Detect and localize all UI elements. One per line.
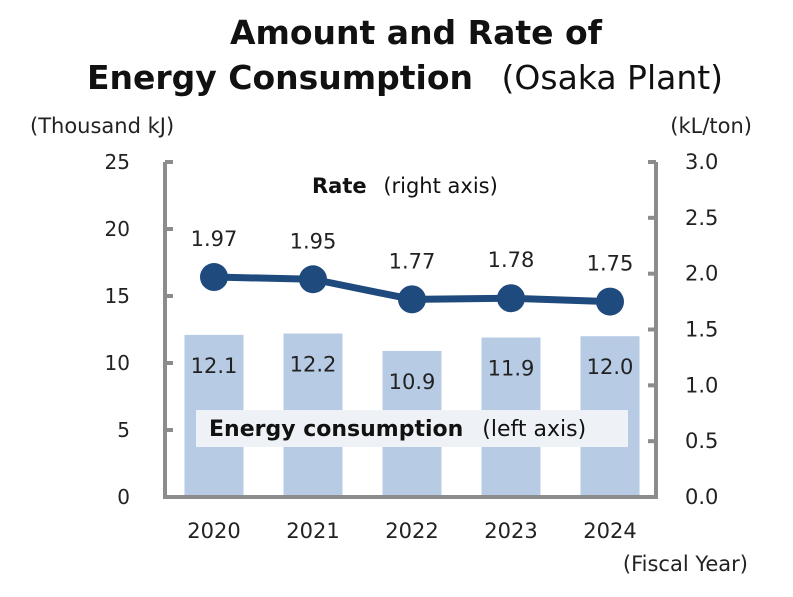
rate-value-label-2022: 1.77	[389, 249, 436, 273]
rate-point-2024	[596, 287, 624, 316]
legend-rate-axis: (right axis)	[383, 174, 497, 198]
left-axis-ticks: 0 5 10 15 20 25	[105, 150, 173, 509]
rate-point-2021	[299, 265, 327, 294]
bar-value-label-2022: 10.9	[389, 370, 436, 394]
x-tick-label-2022: 2022	[385, 519, 438, 543]
chart-title-line1: Amount and Rate of	[230, 13, 603, 52]
rate-point-2023	[497, 284, 525, 313]
right-tick-label: 2.5	[685, 206, 718, 230]
legend-rate-bold: Rate	[312, 174, 367, 198]
rate-value-label-2021: 1.95	[290, 229, 337, 253]
rate-value-label-2023: 1.78	[488, 248, 535, 272]
x-tick-label-2023: 2023	[484, 519, 537, 543]
x-axis-ticks: 2020 2021 2022 2023 2024	[187, 519, 636, 543]
legend-rate-text: Rate (right axis)	[312, 174, 498, 198]
legend-energy-bold: Energy consumption	[209, 417, 463, 442]
x-tick-label-2021: 2021	[286, 519, 339, 543]
left-tick-label: 0	[117, 485, 130, 509]
right-tick-label: 1.5	[685, 318, 718, 342]
x-axis-label: (Fiscal Year)	[623, 552, 748, 576]
rate-point-2022	[398, 285, 426, 314]
right-axis-ticks: 0.0 0.5 1.0 1.5 2.0 2.5 3.0	[648, 150, 718, 509]
left-tick-label: 15	[105, 284, 130, 308]
right-tick-label: 1.0	[685, 373, 718, 397]
rate-point-2020	[200, 263, 228, 292]
bar-value-label-2021: 12.2	[290, 353, 337, 377]
chart-title-line2: Energy Consumption (Osaka Plant)	[87, 58, 723, 97]
chart-title-plant: (Osaka Plant)	[502, 58, 724, 97]
right-tick-label: 0.5	[685, 429, 718, 453]
bar-value-label-2020: 12.1	[191, 354, 238, 378]
bar-value-label-2023: 11.9	[488, 357, 535, 381]
legend-energy: Energy consumption (left axis)	[196, 410, 628, 447]
chart-title-bold: Energy Consumption	[87, 58, 473, 97]
left-tick-label: 5	[117, 418, 130, 442]
right-tick-label: 0.0	[685, 485, 718, 509]
rate-line-series	[200, 263, 624, 316]
legend-energy-axis: (left axis)	[482, 417, 586, 442]
right-tick-label: 3.0	[685, 150, 718, 174]
right-axis-unit: (kL/ton)	[670, 114, 752, 138]
left-axis-unit: (Thousand kJ)	[30, 114, 174, 138]
bar-value-label-2024: 12.0	[587, 355, 634, 379]
right-tick-label: 2.0	[685, 262, 718, 286]
x-tick-label-2020: 2020	[187, 519, 240, 543]
rate-value-label-2024: 1.75	[587, 252, 634, 276]
rate-value-labels: 1.97 1.95 1.77 1.78 1.75	[191, 227, 634, 276]
left-tick-label: 20	[105, 217, 130, 241]
bar-value-labels: 12.1 12.2 10.9 11.9 12.0	[191, 353, 634, 394]
left-tick-label: 10	[105, 351, 130, 375]
legend-energy-text: Energy consumption (left axis)	[209, 417, 586, 442]
x-tick-label-2024: 2024	[583, 519, 636, 543]
left-tick-label: 25	[105, 150, 130, 174]
legend-energy-background	[196, 410, 628, 447]
rate-value-label-2020: 1.97	[191, 227, 238, 251]
